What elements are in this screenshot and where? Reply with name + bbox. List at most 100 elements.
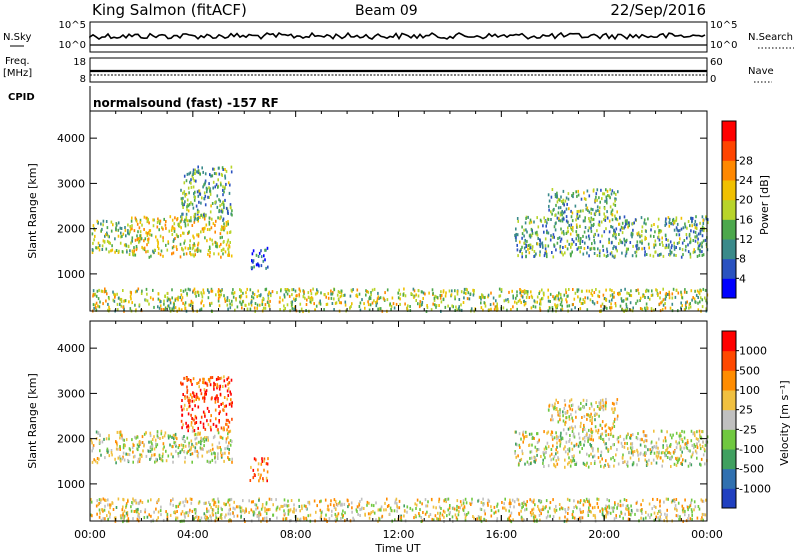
data-cell	[184, 444, 187, 448]
data-cell	[683, 290, 686, 294]
data-cell	[538, 499, 540, 503]
data-cell	[98, 498, 101, 502]
data-cell	[565, 232, 568, 235]
data-cell	[231, 457, 233, 461]
data-cell	[619, 238, 621, 242]
data-cell	[217, 290, 219, 294]
data-cell	[576, 213, 579, 216]
data-cell	[258, 294, 260, 298]
data-cell	[622, 453, 624, 457]
data-cell	[580, 289, 583, 293]
data-cell	[563, 217, 565, 221]
data-cell	[314, 292, 317, 296]
data-cell	[136, 222, 139, 226]
data-cell	[190, 423, 193, 427]
data-cell	[684, 513, 686, 517]
data-cell	[187, 429, 189, 433]
data-cell	[187, 209, 190, 213]
data-cell	[394, 518, 396, 522]
data-cell	[434, 303, 436, 307]
data-cell	[280, 289, 282, 293]
data-cell	[636, 508, 638, 512]
data-cell	[368, 308, 371, 312]
data-cell	[298, 505, 301, 508]
data-cell	[621, 299, 623, 303]
data-cell	[509, 502, 512, 505]
data-cell	[629, 308, 632, 312]
data-cell	[472, 293, 475, 297]
data-cell	[460, 303, 462, 307]
data-cell	[670, 246, 673, 250]
data-cell	[197, 426, 199, 430]
data-cell	[108, 250, 110, 254]
data-cell	[599, 460, 601, 464]
data-cell	[208, 449, 210, 453]
data-cell	[653, 518, 656, 522]
data-cell	[120, 300, 123, 304]
data-cell	[225, 206, 228, 210]
data-cell	[591, 431, 593, 435]
data-cell	[180, 188, 182, 192]
data-cell	[209, 237, 211, 241]
data-cell	[675, 458, 678, 461]
data-cell	[542, 505, 544, 509]
data-cell	[583, 191, 585, 195]
data-cell	[406, 505, 409, 509]
data-cell	[682, 253, 684, 257]
data-cell	[182, 248, 184, 252]
data-cell	[192, 245, 195, 249]
data-cell	[181, 408, 183, 412]
data-cell	[183, 512, 186, 516]
data-cell	[180, 219, 182, 223]
data-cell	[631, 442, 634, 446]
data-cell	[261, 303, 264, 306]
data-cell	[152, 249, 154, 253]
data-cell	[336, 514, 339, 518]
data-cell	[298, 287, 301, 291]
data-cell	[188, 444, 190, 448]
data-cell	[454, 513, 457, 517]
data-cell	[568, 242, 570, 246]
data-cell	[263, 516, 266, 520]
data-cell	[216, 428, 219, 432]
data-cell	[105, 499, 107, 502]
data-cell	[625, 499, 628, 502]
data-cell	[560, 506, 563, 510]
data-cell	[367, 290, 370, 294]
data-cell	[191, 395, 193, 399]
data-cell	[659, 291, 661, 295]
data-cell	[503, 502, 505, 506]
data-cell	[162, 227, 164, 231]
data-cell	[136, 517, 139, 521]
data-cell	[689, 302, 691, 305]
data-cell	[194, 168, 196, 172]
data-cell	[215, 514, 217, 517]
data-cell	[386, 497, 388, 501]
data-cell	[579, 450, 581, 454]
data-cell	[196, 454, 199, 458]
data-cell	[320, 499, 322, 503]
data-cell	[590, 427, 593, 431]
data-cell	[233, 291, 236, 295]
data-cell	[92, 446, 94, 450]
data-cell	[440, 290, 442, 294]
data-cell	[141, 441, 144, 444]
data-cell	[183, 231, 185, 235]
data-cell	[435, 506, 437, 510]
data-cell	[559, 250, 562, 254]
data-cell	[577, 239, 580, 243]
data-cell	[185, 421, 187, 425]
data-cell	[196, 211, 199, 214]
data-cell	[585, 399, 588, 403]
data-cell	[630, 513, 632, 517]
data-cell	[545, 450, 547, 454]
data-cell	[576, 215, 578, 219]
data-cell	[227, 432, 229, 436]
data-cell	[518, 511, 520, 515]
data-cell	[335, 514, 337, 518]
data-cell	[153, 447, 156, 451]
data-cell	[540, 455, 542, 458]
data-cell	[665, 516, 668, 520]
data-cell	[669, 240, 672, 244]
data-cell	[530, 450, 533, 454]
